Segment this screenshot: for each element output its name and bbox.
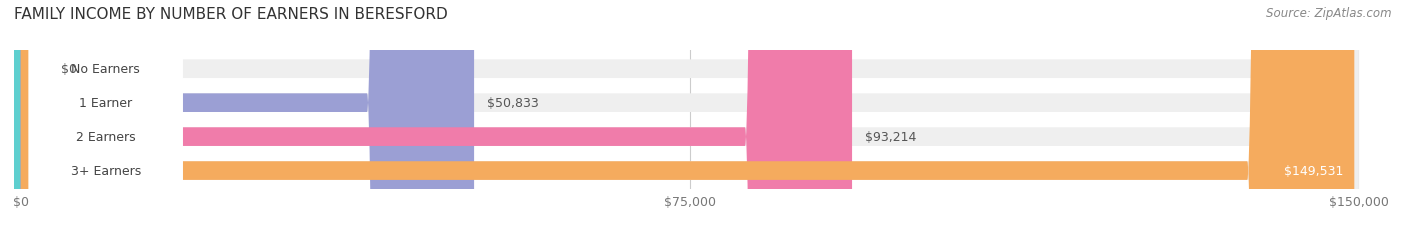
Text: 2 Earners: 2 Earners bbox=[76, 131, 135, 143]
Text: No Earners: No Earners bbox=[72, 63, 141, 76]
FancyBboxPatch shape bbox=[21, 0, 1358, 231]
Text: $93,214: $93,214 bbox=[866, 131, 917, 143]
Text: $50,833: $50,833 bbox=[488, 97, 540, 110]
FancyBboxPatch shape bbox=[21, 0, 474, 231]
Text: 3+ Earners: 3+ Earners bbox=[70, 164, 141, 177]
FancyBboxPatch shape bbox=[21, 0, 1358, 231]
Text: Source: ZipAtlas.com: Source: ZipAtlas.com bbox=[1267, 7, 1392, 20]
FancyBboxPatch shape bbox=[21, 0, 1358, 231]
FancyBboxPatch shape bbox=[0, 0, 128, 231]
FancyBboxPatch shape bbox=[21, 0, 1354, 231]
FancyBboxPatch shape bbox=[21, 0, 852, 231]
Text: 1 Earner: 1 Earner bbox=[79, 97, 132, 110]
Text: FAMILY INCOME BY NUMBER OF EARNERS IN BERESFORD: FAMILY INCOME BY NUMBER OF EARNERS IN BE… bbox=[14, 7, 447, 22]
FancyBboxPatch shape bbox=[21, 0, 1358, 231]
FancyBboxPatch shape bbox=[28, 0, 183, 231]
Text: $0: $0 bbox=[60, 63, 77, 76]
FancyBboxPatch shape bbox=[28, 0, 183, 231]
FancyBboxPatch shape bbox=[28, 0, 183, 231]
FancyBboxPatch shape bbox=[28, 0, 183, 231]
Text: $149,531: $149,531 bbox=[1284, 164, 1344, 177]
